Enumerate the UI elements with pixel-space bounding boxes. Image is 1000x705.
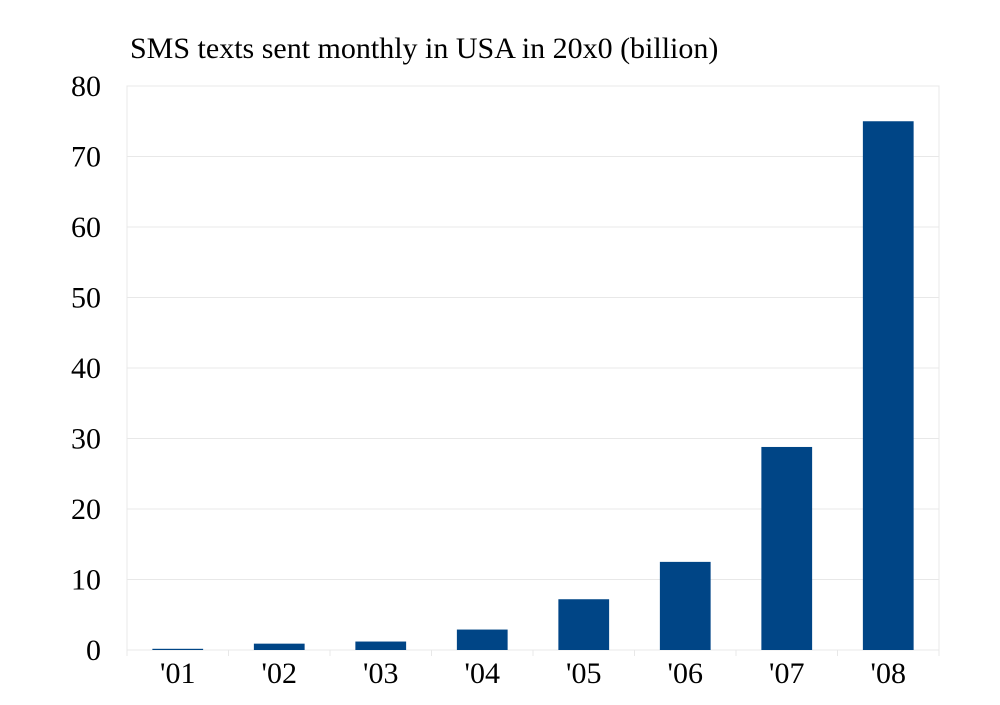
bar [761,446,813,650]
y-tick-label: 40 [71,352,101,385]
gridlines [126,85,940,651]
y-tick-label: 20 [71,493,101,526]
x-tick-label: '07 [769,657,804,690]
y-tick-label: 50 [71,282,101,315]
bar [253,643,305,650]
x-tick-label: '03 [363,657,398,690]
y-tick-label: 10 [71,564,101,597]
y-tick-label: 70 [71,141,101,174]
y-tick-label: 30 [71,423,101,456]
bar [456,629,508,650]
bar [152,648,204,650]
x-tick-label: '01 [160,657,195,690]
y-axis: 0 10 20 30 40 50 60 70 80 [71,70,101,667]
bar [659,561,711,650]
x-tick-label: '02 [262,657,297,690]
y-tick-label: 60 [71,211,101,244]
x-axis: '01 '02 '03 '04 '05 '06 '07 '08 [126,650,940,690]
x-tick-label: '05 [566,657,601,690]
bars [152,121,914,650]
bar [558,599,610,650]
bar [862,121,914,650]
bar [355,641,407,650]
x-tick-label: '06 [668,657,703,690]
x-tick-label: '08 [871,657,906,690]
x-tick-label: '04 [465,657,500,690]
chart-title: SMS texts sent monthly in USA in 20x0 (b… [130,32,718,65]
y-tick-label: 0 [86,634,101,667]
y-tick-label: 80 [71,70,101,103]
